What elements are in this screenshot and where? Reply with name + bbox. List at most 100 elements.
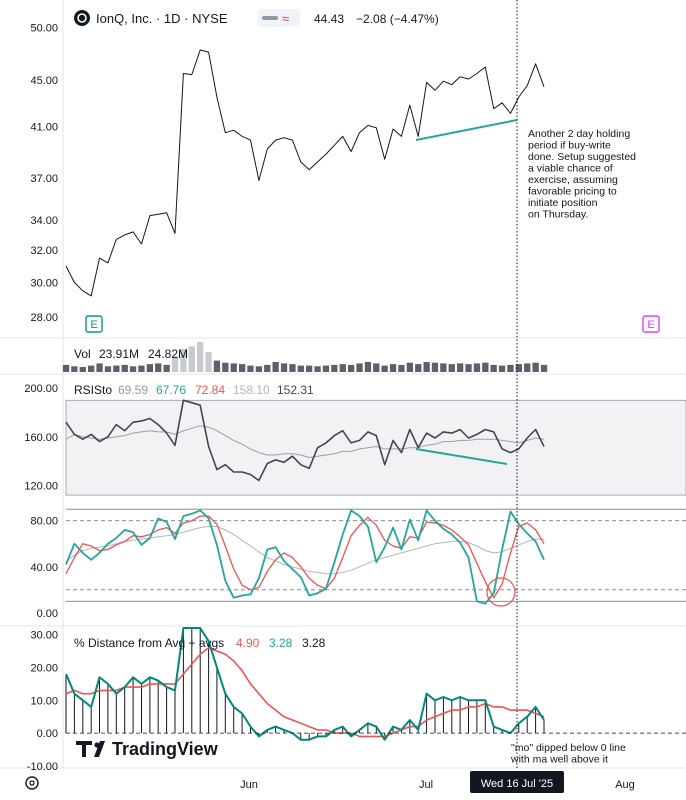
rsisto-legend[interactable]: RSISto 69.59 67.76 72.84 158.10 152.31 [70,380,320,398]
volume-bar[interactable] [431,362,439,372]
volume-bar[interactable] [155,363,162,372]
trend-line[interactable] [415,119,518,141]
volume-bar[interactable] [540,364,548,372]
y-tick-label: 0.00 [37,728,58,740]
volume-bar[interactable] [415,364,422,372]
volume-bar[interactable] [373,363,380,372]
volume-bar[interactable] [389,364,397,372]
volume-bar[interactable] [331,364,338,372]
symbol-legend[interactable]: IonQ, Inc. · 1D · NYSE ≈ 44.43 −2.08 (−4… [74,9,439,27]
symbol-logo-ring [77,13,87,23]
time-tick-label: Aug [615,779,635,791]
volume-bar[interactable] [239,364,246,372]
volume-bar[interactable] [314,366,321,372]
volume-bar[interactable] [507,364,514,372]
earnings-marker-right[interactable]: E [642,315,660,333]
rsi-line[interactable] [65,399,545,482]
stoch-d-line[interactable] [65,515,545,599]
annotation-note[interactable]: Another 2 day holding period if buy-write… [528,128,636,221]
volume-bar[interactable] [356,363,363,372]
volume-bar[interactable] [121,364,128,372]
volume-bar[interactable] [197,342,204,372]
volume-bar[interactable] [180,349,187,372]
volume-bar[interactable] [104,366,112,372]
volume-bar[interactable] [498,365,506,372]
volume-bar[interactable] [88,365,95,372]
stoch-k-line[interactable] [65,509,545,605]
rsi-trend-line[interactable] [415,448,508,465]
highlight-circle[interactable] [486,577,516,607]
volume-bar[interactable] [381,365,388,372]
volume-bar[interactable] [230,363,237,372]
annotation-line: "mo" dipped below 0 line [511,742,626,754]
volume-bar[interactable] [348,364,355,372]
tradingview-logo[interactable]: TradingView [76,739,219,759]
volume-bar[interactable] [146,364,153,372]
volume-bar[interactable] [322,365,330,372]
volume-bar[interactable] [62,364,70,372]
volume-bar[interactable] [213,360,221,372]
y-tick-label: 200.00 [24,383,58,395]
volume-bar[interactable] [171,356,179,372]
volume-bar[interactable] [272,362,279,372]
volume-bar[interactable] [113,365,120,372]
volume-bar[interactable] [482,362,489,372]
volume-bar[interactable] [297,365,304,372]
volume-ma-value: 24.82M [148,347,188,361]
volume-bar[interactable] [255,366,262,372]
volume-bar[interactable] [398,364,405,372]
earnings-marker-left[interactable]: E [85,315,103,333]
price-series-line[interactable] [65,49,545,297]
time-axis[interactable]: Jun Jul Aug Wed 16 Jul '25 [240,771,635,793]
volume-bar[interactable] [79,367,86,372]
rsi-ma-line[interactable] [65,425,545,458]
volume-bar[interactable] [448,364,455,372]
volume-bar[interactable] [473,363,481,372]
volume-bar[interactable] [465,364,472,372]
volume-bar[interactable] [524,363,531,372]
volume-bar[interactable] [339,364,346,372]
volume-bar[interactable] [364,362,372,372]
volume-bar[interactable] [247,365,254,372]
stoch-ma-line[interactable] [65,526,544,575]
y-tick-label: -10.00 [27,761,58,773]
volume-bar[interactable] [264,364,271,372]
settings-gear-icon[interactable] [25,776,39,790]
volume-label: Vol [74,347,91,361]
volume-bar[interactable] [289,364,296,372]
volume-bar[interactable] [280,363,288,372]
stoch-pane[interactable]: 80.00 40.00 0.00 [30,508,686,620]
volume-bar[interactable] [490,364,497,372]
rsi-pane[interactable]: 200.00 160.00 120.00 [24,383,686,496]
volume-bar[interactable] [532,362,539,372]
rsisto-value-1: 69.59 [118,383,148,397]
volume-bar[interactable] [138,365,145,372]
volume-legend[interactable]: Vol 23.91M 24.82M [74,347,188,361]
volume-bar[interactable] [515,364,522,372]
volume-pane[interactable] [62,342,548,372]
compare-badge[interactable] [258,9,300,27]
annotation-line: with ma well above it [510,754,608,766]
volume-bar[interactable] [306,365,313,372]
volume-bar[interactable] [129,366,137,372]
distance-avg-line[interactable] [65,646,545,738]
volume-bar[interactable] [457,363,464,372]
volume-bar[interactable] [96,363,103,372]
volume-bar[interactable] [423,362,430,372]
distance-legend[interactable]: % Distance from Avg + avgs 4.90 3.28 3.2… [74,636,326,650]
volume-bar[interactable] [163,364,170,372]
volume-bar[interactable] [205,352,212,372]
volume-bar[interactable] [440,363,447,372]
distance-line[interactable] [65,627,545,741]
volume-bar[interactable] [406,362,413,372]
annotation-line: period if buy-write [528,140,611,152]
annotation-mo-note[interactable]: "mo" dipped below 0 line with ma well abo… [510,742,626,766]
distance-pane[interactable]: 30.00 20.00 10.00 0.00 -10.00 [27,627,686,773]
price-pane[interactable]: 50.00 45.00 41.00 37.00 34.00 32.00 30.00 28.00 [30,23,545,324]
volume-bar[interactable] [222,362,229,372]
volume-bar[interactable] [188,346,195,372]
symbol-title[interactable]: IonQ, Inc. · 1D · NYSE [96,11,228,26]
volume-bar[interactable] [71,366,78,372]
